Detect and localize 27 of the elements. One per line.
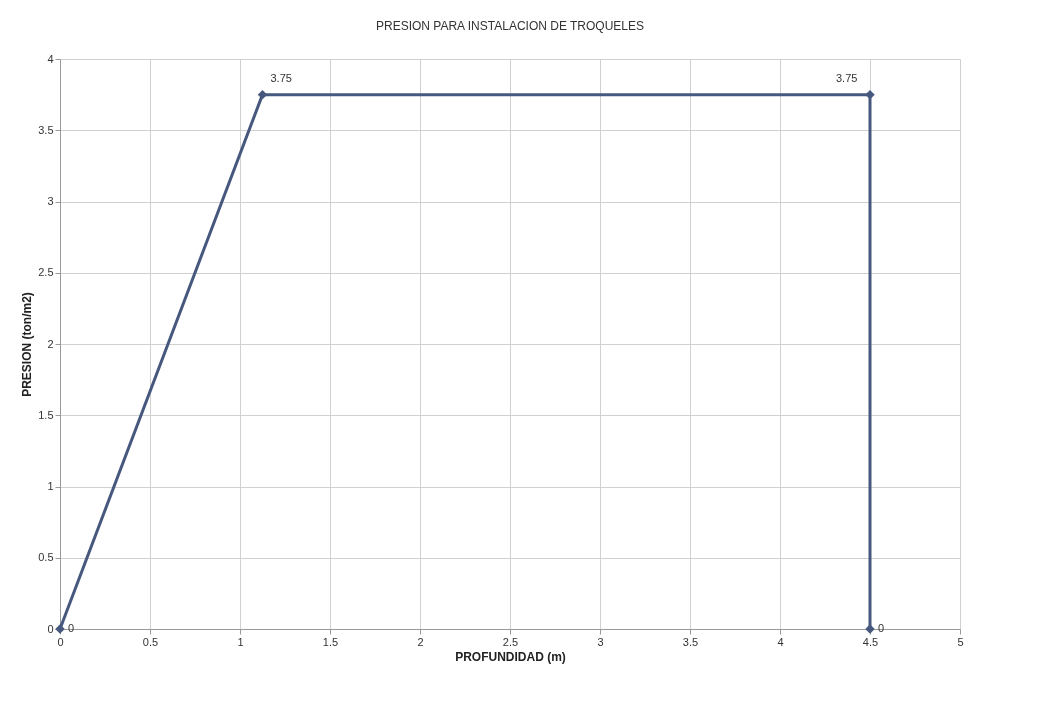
x-tick-label: 2	[417, 635, 424, 648]
data-label: 3.75	[836, 71, 858, 84]
y-tick-label: 1	[47, 480, 54, 492]
x-tick-label: 2.5	[502, 635, 519, 648]
x-tick-label: 1	[237, 635, 244, 648]
x-tick-label: 3	[597, 635, 604, 648]
y-tick-label: 3.5	[38, 123, 54, 136]
y-tick-label: 0	[47, 622, 54, 635]
data-label: 3.75	[270, 71, 292, 84]
x-tick-label: 4	[777, 635, 784, 648]
data-label: 0	[878, 622, 885, 634]
x-tick-label: 5	[957, 635, 964, 648]
x-tick-label: 0.5	[142, 635, 159, 648]
chart-title: PRESION PARA INSTALACION DE TROQUELES	[375, 19, 645, 33]
x-tick-label: 3.5	[682, 635, 699, 648]
y-axis-title: PRESION (ton/m2)	[20, 292, 35, 397]
x-tick-label: 0	[57, 635, 64, 648]
y-tick-label: 1.5	[38, 408, 54, 421]
y-tick-label: 0.5	[38, 551, 54, 564]
y-tick-label: 4	[47, 52, 54, 65]
x-tick-label: 1.5	[322, 635, 339, 648]
y-tick-label: 2.5	[38, 266, 54, 279]
y-tick-label: 3	[47, 195, 54, 207]
y-tick-label: 2	[47, 337, 54, 350]
x-axis-title: PROFUNDIDAD (m)	[455, 649, 566, 664]
data-label: 0	[68, 622, 75, 634]
x-tick-label: 4.5	[862, 635, 879, 648]
